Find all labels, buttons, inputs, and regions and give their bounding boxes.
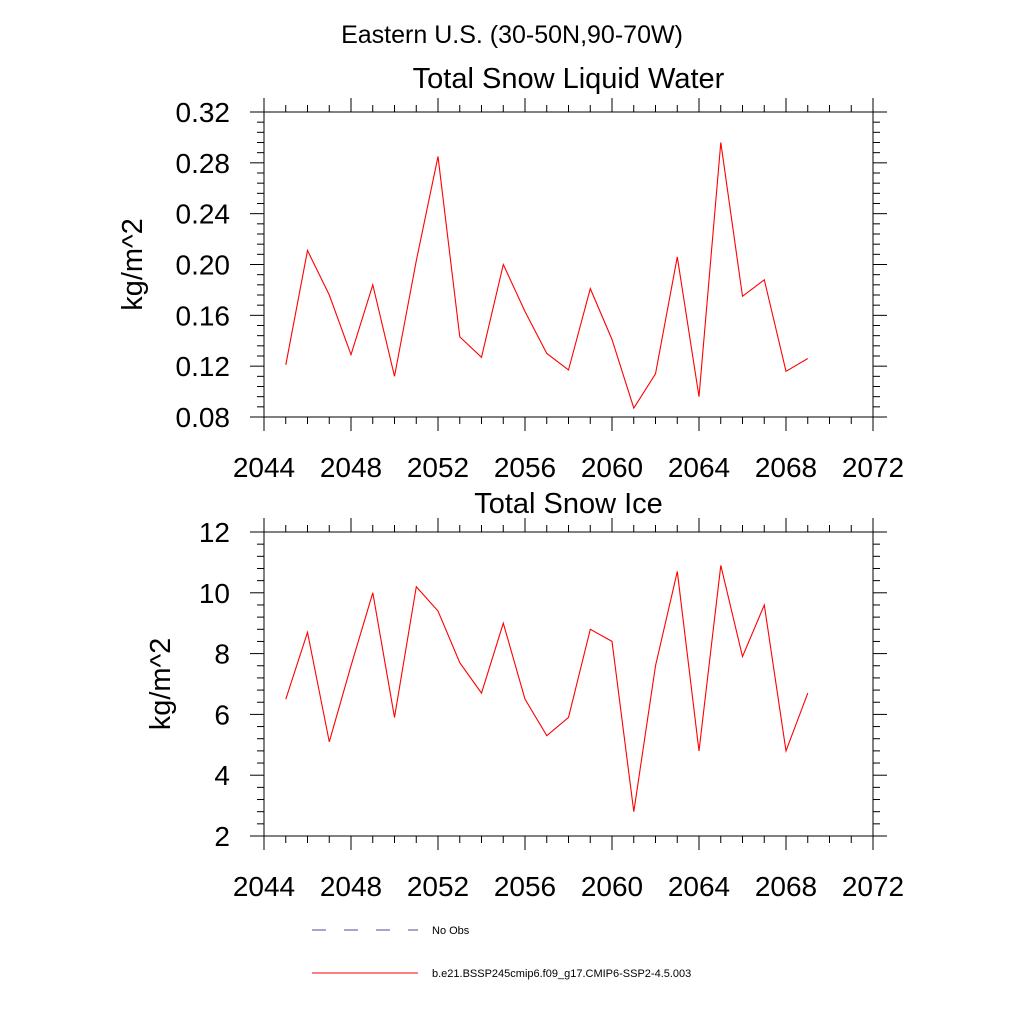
chart-0-data-point — [307, 250, 308, 251]
chart-0-x-tick-label: 2056 — [494, 452, 556, 483]
chart-1-series-line-0 — [285, 565, 809, 812]
chart-0-data-point — [633, 408, 634, 409]
chart-1-y-tick-label: 2 — [214, 821, 230, 852]
chart-1-data-point — [285, 699, 286, 700]
chart-1-x-tick-label: 2060 — [581, 871, 643, 902]
chart-0-y-tick-label: 0.32 — [176, 97, 231, 128]
chart-0-data-point — [285, 364, 286, 365]
chart-0-y-tick-label: 0.24 — [176, 199, 231, 230]
chart-0-data-point — [590, 288, 591, 289]
chart-1-data-point — [394, 717, 395, 718]
chart-1-data-point — [785, 750, 786, 751]
chart-1-data-point — [372, 592, 373, 593]
legend-label-no-obs: No Obs — [432, 925, 470, 937]
chart-0-plot-frame — [263, 111, 874, 418]
chart-1-y-tick-label: 8 — [214, 639, 230, 670]
chart-0-data-point — [503, 264, 504, 265]
chart-1-y-tick-label: 12 — [199, 517, 230, 548]
chart-0-data-point — [611, 339, 612, 340]
chart-0-data-point — [481, 357, 482, 358]
chart-0-data-point — [329, 294, 330, 295]
chart-0-data-point — [764, 279, 765, 280]
chart-0-data-point — [807, 358, 808, 359]
chart-1-x-tick-label: 2068 — [755, 871, 817, 902]
chart-1-data-point — [524, 699, 525, 700]
chart-0-y-axis-label: kg/m^2 — [117, 218, 149, 311]
chart-0-data-point — [785, 371, 786, 372]
chart-1-data-point — [764, 604, 765, 605]
chart-1-data-point — [459, 662, 460, 663]
chart-0-data-point — [437, 156, 438, 157]
chart-0-data-point — [524, 311, 525, 312]
chart-1-x-tick-label: 2048 — [320, 871, 382, 902]
chart-1-data-point — [633, 811, 634, 812]
chart-1-title: Total Snow Ice — [474, 488, 663, 520]
chart-0-x-tick-label: 2064 — [668, 452, 730, 483]
chart-0-data-point — [655, 373, 656, 374]
legend-label-model: b.e21.BSSP245cmip6.f09_g17.CMIP6-SSP2-4.… — [432, 968, 691, 980]
chart-0-y-tick-label: 0.20 — [176, 250, 231, 281]
chart-1-y-tick-label: 6 — [214, 699, 230, 730]
chart-0-y-tick-label: 0.12 — [176, 351, 231, 382]
chart-1-y-tick-label: 10 — [199, 578, 230, 609]
chart-0-data-point — [416, 260, 417, 261]
chart-0-title: Total Snow Liquid Water — [413, 63, 725, 95]
chart-1-data-point — [350, 665, 351, 666]
chart-0-data-point — [350, 354, 351, 355]
chart-0-data-point — [394, 376, 395, 377]
chart-0-data-point — [568, 369, 569, 370]
chart-1-x-tick-label: 2056 — [494, 871, 556, 902]
chart-0-data-point — [742, 296, 743, 297]
chart-1-data-point — [720, 565, 721, 566]
chart-0-data-point — [372, 284, 373, 285]
chart-0-data-point — [698, 396, 699, 397]
chart-1-data-point — [590, 629, 591, 630]
chart-1-data-point — [503, 623, 504, 624]
chart-1-data-point — [611, 641, 612, 642]
chart-0-data-point — [459, 336, 460, 337]
chart-0-x-tick-label: 2072 — [842, 452, 904, 483]
chart-0-data-point — [720, 142, 721, 143]
figure-suptitle: Eastern U.S. (30-50N,90-70W) — [341, 21, 683, 49]
chart-0-x-tick-label: 2060 — [581, 452, 643, 483]
chart-1-data-point — [698, 750, 699, 751]
chart-0-series-line-0 — [285, 142, 809, 410]
chart-1-y-axis-label: kg/m^2 — [145, 638, 177, 731]
chart-1-data-point — [677, 571, 678, 572]
chart-1-x-tick-label: 2072 — [842, 871, 904, 902]
chart-1-y-tick-label: 4 — [214, 760, 230, 791]
chart-1-data-point — [546, 735, 547, 736]
chart-0-data-point — [677, 256, 678, 257]
chart-0-x-tick-label: 2068 — [755, 452, 817, 483]
chart-snow-liquid-water: Total Snow Liquid Water 2044 2048 2052 2056 2… — [117, 63, 904, 483]
chart-1-data-point — [416, 586, 417, 587]
chart-0-data-point — [546, 353, 547, 354]
chart-0-y-tick-label: 0.16 — [176, 300, 231, 331]
chart-0-y-tick-label: 0.08 — [176, 402, 231, 433]
chart-1-data-point — [481, 693, 482, 694]
chart-0-x-tick-label: 2048 — [320, 452, 382, 483]
chart-1-x-tick-label: 2052 — [407, 871, 469, 902]
chart-1-data-point — [437, 610, 438, 611]
chart-1-data-point — [742, 656, 743, 657]
chart-0-x-tick-label: 2044 — [233, 452, 295, 483]
chart-1-data-point — [568, 717, 569, 718]
chart-1-x-tick-label: 2064 — [668, 871, 730, 902]
chart-1-data-point — [655, 665, 656, 666]
chart-snow-ice: Total Snow Ice 2044 2048 2052 2056 2060 2064 20… — [145, 488, 904, 902]
chart-1-data-point — [807, 693, 808, 694]
chart-0-y-tick-label: 0.28 — [176, 148, 231, 179]
chart-1-data-point — [329, 741, 330, 742]
chart-0-x-tick-label: 2052 — [407, 452, 469, 483]
chart-1-plot-frame — [263, 531, 874, 837]
legend: No Obs b.e21.BSSP245cmip6.f09_g17.CMIP6-… — [312, 925, 691, 980]
chart-1-data-point — [307, 632, 308, 633]
chart-1-x-tick-label: 2044 — [233, 871, 295, 902]
